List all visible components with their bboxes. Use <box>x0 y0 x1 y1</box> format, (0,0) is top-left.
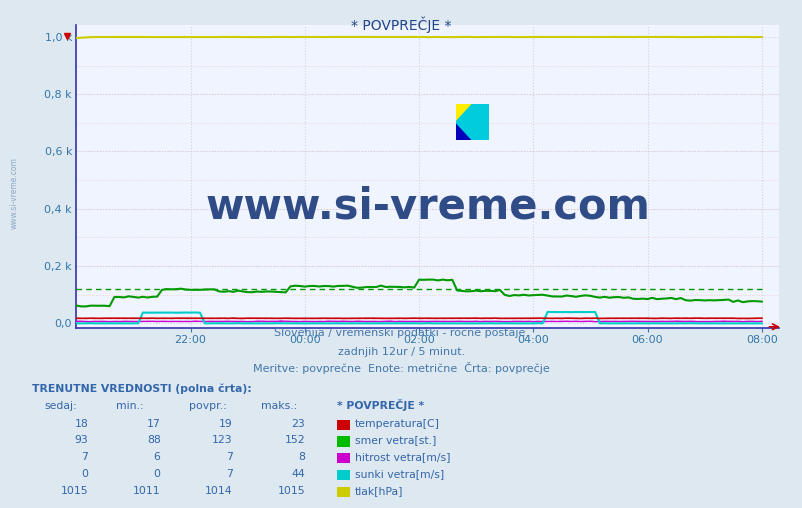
Text: 0: 0 <box>153 469 160 479</box>
Text: www.si-vreme.com: www.si-vreme.com <box>10 157 18 229</box>
Text: www.si-vreme.com: www.si-vreme.com <box>205 186 650 228</box>
Text: TRENUTNE VREDNOSTI (polna črta):: TRENUTNE VREDNOSTI (polna črta): <box>32 384 252 394</box>
Text: 0: 0 <box>81 469 88 479</box>
Text: 152: 152 <box>284 435 305 446</box>
Text: sedaj:: sedaj: <box>44 401 77 411</box>
Text: 18: 18 <box>75 419 88 429</box>
Text: zadnjih 12ur / 5 minut.: zadnjih 12ur / 5 minut. <box>338 346 464 357</box>
Text: 8: 8 <box>298 452 305 462</box>
Polygon shape <box>456 104 472 122</box>
Text: 7: 7 <box>81 452 88 462</box>
Text: 6: 6 <box>153 452 160 462</box>
Text: tlak[hPa]: tlak[hPa] <box>354 486 403 496</box>
Polygon shape <box>456 122 472 140</box>
Text: 1014: 1014 <box>205 486 233 496</box>
Text: 123: 123 <box>212 435 233 446</box>
Text: 23: 23 <box>291 419 305 429</box>
Text: * POVPREČJE *: * POVPREČJE * <box>350 16 452 33</box>
Text: 1015: 1015 <box>61 486 88 496</box>
Text: 88: 88 <box>147 435 160 446</box>
Text: 17: 17 <box>147 419 160 429</box>
Text: temperatura[C]: temperatura[C] <box>354 419 439 429</box>
Text: sunki vetra[m/s]: sunki vetra[m/s] <box>354 469 444 479</box>
Text: min.:: min.: <box>116 401 144 411</box>
Text: 7: 7 <box>225 469 233 479</box>
Text: maks.:: maks.: <box>261 401 297 411</box>
Text: 44: 44 <box>291 469 305 479</box>
Text: 7: 7 <box>225 452 233 462</box>
Text: Meritve: povprečne  Enote: metrične  Črta: povprečje: Meritve: povprečne Enote: metrične Črta:… <box>253 362 549 374</box>
Text: 1011: 1011 <box>133 486 160 496</box>
Text: hitrost vetra[m/s]: hitrost vetra[m/s] <box>354 452 450 462</box>
Text: * POVPREČJE *: * POVPREČJE * <box>337 399 423 411</box>
Polygon shape <box>456 104 489 140</box>
Text: 1015: 1015 <box>277 486 305 496</box>
Text: povpr.:: povpr.: <box>188 401 226 411</box>
Text: 93: 93 <box>75 435 88 446</box>
Text: smer vetra[st.]: smer vetra[st.] <box>354 435 435 446</box>
Text: Slovenija / vremenski podatki - ročne postaje.: Slovenija / vremenski podatki - ročne po… <box>273 328 529 338</box>
Text: 19: 19 <box>219 419 233 429</box>
